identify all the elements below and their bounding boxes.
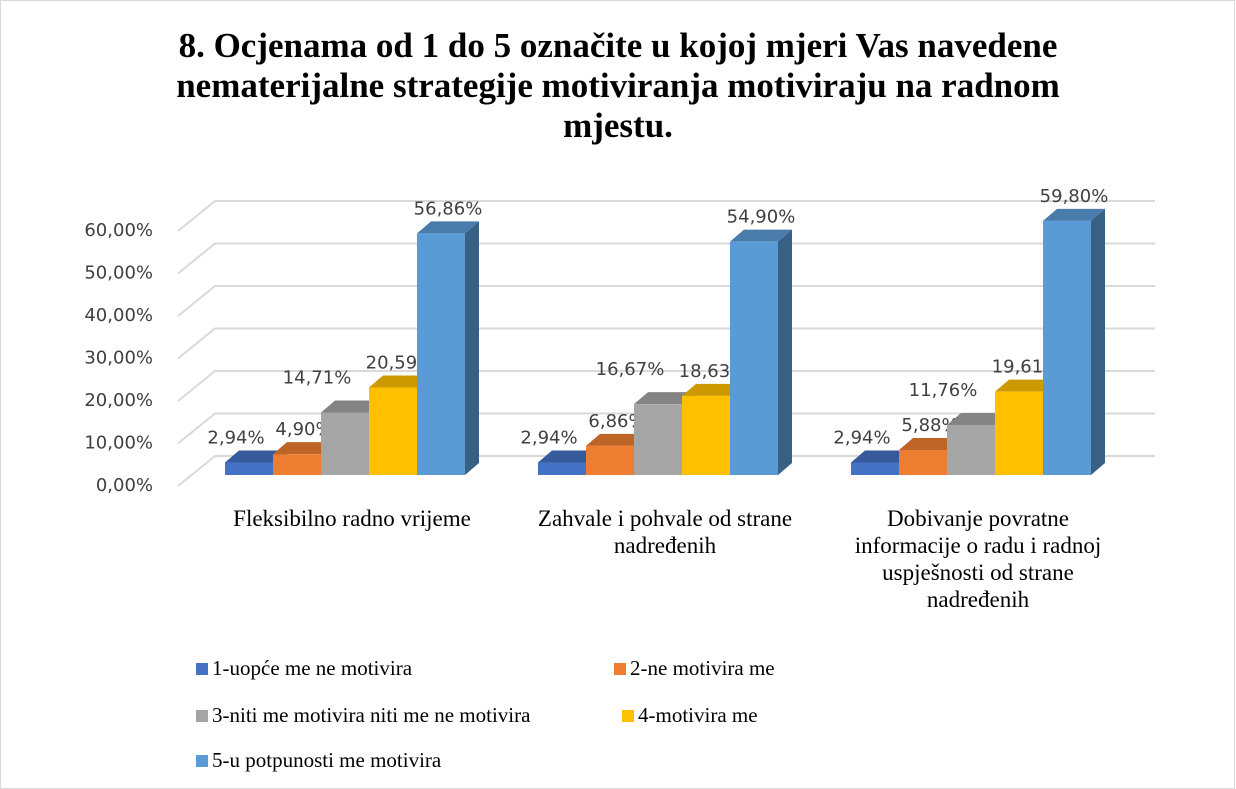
y-tick-label: 30,00% (84, 348, 153, 369)
bar (321, 412, 369, 475)
legend-swatch (196, 662, 208, 675)
bar (273, 454, 321, 475)
data-label: 2,94% (833, 428, 890, 449)
grid-line (177, 200, 1155, 232)
legend-item: 5-u potpunosti me motivira (196, 748, 441, 773)
grid-line (177, 455, 1155, 487)
bar (995, 391, 1043, 475)
grid-line (177, 242, 1155, 275)
bar (369, 387, 417, 475)
y-tick-label: 60,00% (84, 220, 153, 241)
grid-line (177, 370, 1155, 402)
legend-swatch (196, 754, 208, 767)
bar (417, 233, 465, 475)
bar-top (225, 450, 287, 463)
x-tick-label: Dobivanje povratne informacije o radu i … (854, 506, 1102, 612)
legend-item: 3-niti me motivira niti me ne motivira (196, 703, 530, 728)
bar (1043, 220, 1091, 475)
bar (225, 462, 273, 475)
bar (586, 445, 634, 475)
bar-top (947, 413, 1009, 426)
grid-line (177, 327, 1155, 360)
data-label: 2,94% (520, 428, 577, 449)
legend-label: 1-uopće me ne motivira (212, 656, 413, 680)
data-label: 5,88% (901, 415, 958, 436)
bar-side (465, 221, 479, 475)
data-label: 16,67% (596, 359, 665, 380)
x-tick-label: Zahvale i pohvale od strane nadređenih (537, 506, 793, 558)
bar (538, 462, 586, 475)
legend-label: 4-motivira me (638, 703, 758, 727)
bar-top (321, 400, 383, 413)
legend-label: 5-u potpunosti me motivira (212, 748, 442, 772)
legend-label: 2-ne motivira me (630, 656, 775, 680)
bar-side (778, 229, 792, 475)
bar-top (730, 229, 792, 242)
y-tick-label: 20,00% (84, 390, 153, 411)
bar-top (851, 450, 913, 463)
x-tick-label: Fleksibilno radno vrijeme (233, 506, 471, 531)
legend-label: 3-niti me motivira niti me ne motivira (212, 703, 531, 727)
bar-top (273, 442, 335, 455)
bar-top (538, 450, 600, 463)
bar-top (899, 438, 961, 451)
bar-top (586, 433, 648, 446)
legend-item: 4-motivira me (622, 703, 758, 728)
bar-top (634, 392, 696, 405)
bar (899, 450, 947, 475)
bar (947, 425, 995, 475)
legend-item: 2-ne motivira me (614, 656, 775, 681)
data-label: 6,86% (588, 411, 645, 432)
bar (730, 241, 778, 475)
legend-swatch (622, 709, 634, 722)
grid-line (177, 412, 1155, 445)
grid-line (177, 285, 1155, 317)
bar-top (682, 383, 744, 396)
bar (851, 462, 899, 475)
data-label: 11,76% (909, 380, 978, 401)
bar-top (995, 379, 1057, 392)
data-label: 59,80% (1040, 186, 1109, 207)
data-label: 4,90% (275, 419, 332, 440)
chart-title: 8. Ocjenama od 1 do 5 označite u kojoj m… (176, 26, 1060, 145)
data-label: 14,71% (283, 367, 352, 388)
y-tick-label: 40,00% (84, 305, 153, 326)
y-tick-label: 50,00% (84, 263, 153, 284)
bar-top (1043, 208, 1105, 221)
bar (682, 395, 730, 475)
legend-swatch (614, 662, 626, 675)
data-label: 56,86% (414, 198, 483, 219)
bar-top (369, 375, 431, 388)
y-tick-label: 0,00% (96, 475, 153, 496)
legend-swatch (196, 709, 208, 722)
legend-item: 1-uopće me ne motivira (196, 656, 412, 681)
y-tick-label: 10,00% (84, 433, 153, 454)
bar-side (1091, 208, 1105, 475)
bar (634, 404, 682, 475)
data-label: 54,90% (727, 207, 796, 228)
data-label: 2,94% (207, 428, 264, 449)
bar-top (417, 221, 479, 234)
